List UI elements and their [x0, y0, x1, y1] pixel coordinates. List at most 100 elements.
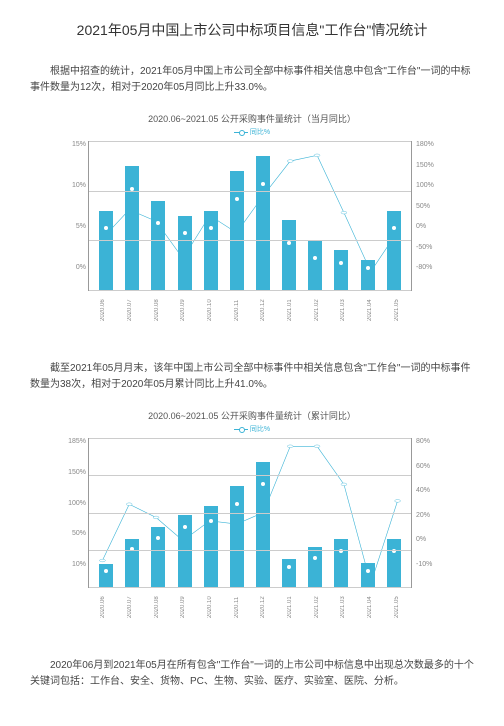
bar-dot: [287, 241, 291, 245]
bar-dot: [366, 266, 370, 270]
bar: [125, 539, 139, 587]
bar-dot: [261, 482, 265, 486]
bar: [125, 166, 139, 290]
y-right-tick: 0%: [416, 223, 442, 230]
chart2-plot: [88, 438, 412, 588]
y-right-tick: 100%: [416, 182, 442, 189]
y-right-tick: 40%: [416, 487, 442, 494]
y-right-tick: -10%: [416, 561, 442, 568]
bar: [256, 462, 270, 587]
grid-line: [89, 240, 411, 241]
x-label: 2021.01: [287, 590, 293, 618]
bar-dot: [156, 221, 160, 225]
y-right-tick: -50%: [416, 244, 442, 251]
chart1-title: 2020.06~2021.05 公开采购事件量统计（当月同比）: [62, 112, 442, 125]
bar: [99, 564, 113, 587]
y-right-tick: 150%: [416, 162, 442, 169]
x-label: 2020.08: [154, 293, 160, 321]
bar-dot: [235, 502, 239, 506]
bar-dot: [183, 231, 187, 235]
bar-dot: [209, 226, 213, 230]
bar: [361, 260, 375, 290]
paragraph-2: 截至2021年05月月末，该年中国上市公司全部中标事件中相关信息包含"工作台"一…: [30, 361, 474, 393]
x-label: 2020.11: [234, 293, 240, 321]
chart1-legend: 同比%: [62, 127, 442, 137]
chart1-plot: [88, 141, 412, 291]
x-label: 2020.12: [260, 293, 266, 321]
chart-cumulative: 2020.06~2021.05 公开采购事件量统计（累计同比） 同比% 185%…: [62, 409, 442, 618]
chart2-x-labels: 2020.062020.072020.082020.092020.102020.…: [86, 588, 414, 618]
y-left-tick: 0%: [62, 264, 86, 271]
bar: [361, 563, 375, 587]
grid-line: [89, 475, 411, 476]
bar: [387, 211, 401, 290]
y-left-tick: 50%: [62, 530, 86, 537]
grid-line: [89, 550, 411, 551]
bar-dot: [313, 256, 317, 260]
grid-line: [89, 290, 411, 291]
bar: [334, 250, 348, 290]
bar-dot: [209, 519, 213, 523]
legend-line-icon: [234, 132, 248, 133]
chart2-y-right: 80%60%40%20%0%-10%: [414, 438, 442, 588]
bar: [178, 216, 192, 291]
chart2-y-left: 185%150%100%50%10%: [62, 438, 86, 588]
x-label: 2021.05: [394, 293, 400, 321]
bar-dot: [313, 556, 317, 560]
x-label: 2021.05: [394, 590, 400, 618]
chart2-title: 2020.06~2021.05 公开采购事件量统计（累计同比）: [62, 409, 442, 422]
grid-line: [89, 191, 411, 192]
bar: [282, 559, 296, 587]
chart1-y-right: 180%150%100%50%0%-50%-80%: [414, 141, 442, 291]
x-label: 2021.01: [287, 293, 293, 321]
x-label: 2021.03: [340, 293, 346, 321]
bar-dot: [156, 536, 160, 540]
y-right-tick: -80%: [416, 264, 442, 271]
bar: [204, 211, 218, 290]
bar-dot: [235, 197, 239, 201]
y-left-tick: 5%: [62, 223, 86, 230]
bar-dot: [392, 226, 396, 230]
x-label: 2020.10: [207, 590, 213, 618]
x-label: 2020.09: [180, 293, 186, 321]
y-left-tick: 150%: [62, 469, 86, 476]
bar: [387, 539, 401, 587]
y-left-tick: 15%: [62, 141, 86, 148]
x-label: 2021.03: [340, 590, 346, 618]
paragraph-3: 2020年06月到2021年05月在所有包含"工作台"一词的上市公司中标信息中出…: [30, 658, 474, 690]
y-left-tick: 185%: [62, 438, 86, 445]
x-label: 2021.02: [314, 590, 320, 618]
bar-dot: [104, 226, 108, 230]
bar: [151, 201, 165, 290]
x-label: 2020.12: [260, 590, 266, 618]
bar: [230, 171, 244, 290]
bar-dot: [261, 182, 265, 186]
y-right-tick: 180%: [416, 141, 442, 148]
y-right-tick: 20%: [416, 512, 442, 519]
bar: [230, 486, 244, 587]
chart-monthly: 2020.06~2021.05 公开采购事件量统计（当月同比） 同比% 15%1…: [62, 112, 442, 321]
y-left-tick: 10%: [62, 182, 86, 189]
bar: [308, 240, 322, 290]
grid-line: [89, 438, 411, 439]
chart1-x-labels: 2020.06 2020.07 2020.08 2020.09 2020.10 2020.…: [86, 291, 414, 321]
chart1-legend-label: 同比%: [250, 129, 270, 136]
bar: [99, 211, 113, 290]
bar: [308, 547, 322, 587]
x-label: 2020.07: [127, 293, 133, 321]
y-left-tick: 100%: [62, 500, 86, 507]
bar-dot: [339, 261, 343, 265]
bar: [151, 527, 165, 587]
x-label: 2020.06: [100, 293, 106, 321]
x-label: 2020.11: [234, 590, 240, 618]
chart1-y-left: 15% 10% 5% 0%: [62, 141, 86, 291]
grid-line: [89, 141, 411, 142]
bar-dot: [366, 569, 370, 573]
y-right-tick: 80%: [416, 438, 442, 445]
x-label: 2020.10: [207, 293, 213, 321]
y-right-tick: 60%: [416, 463, 442, 470]
page-title: 2021年05月中国上市公司中标项目信息"工作台"情况统计: [30, 20, 474, 40]
bar: [256, 156, 270, 290]
bar-dot: [104, 569, 108, 573]
chart2-legend: 同比%: [62, 424, 442, 434]
